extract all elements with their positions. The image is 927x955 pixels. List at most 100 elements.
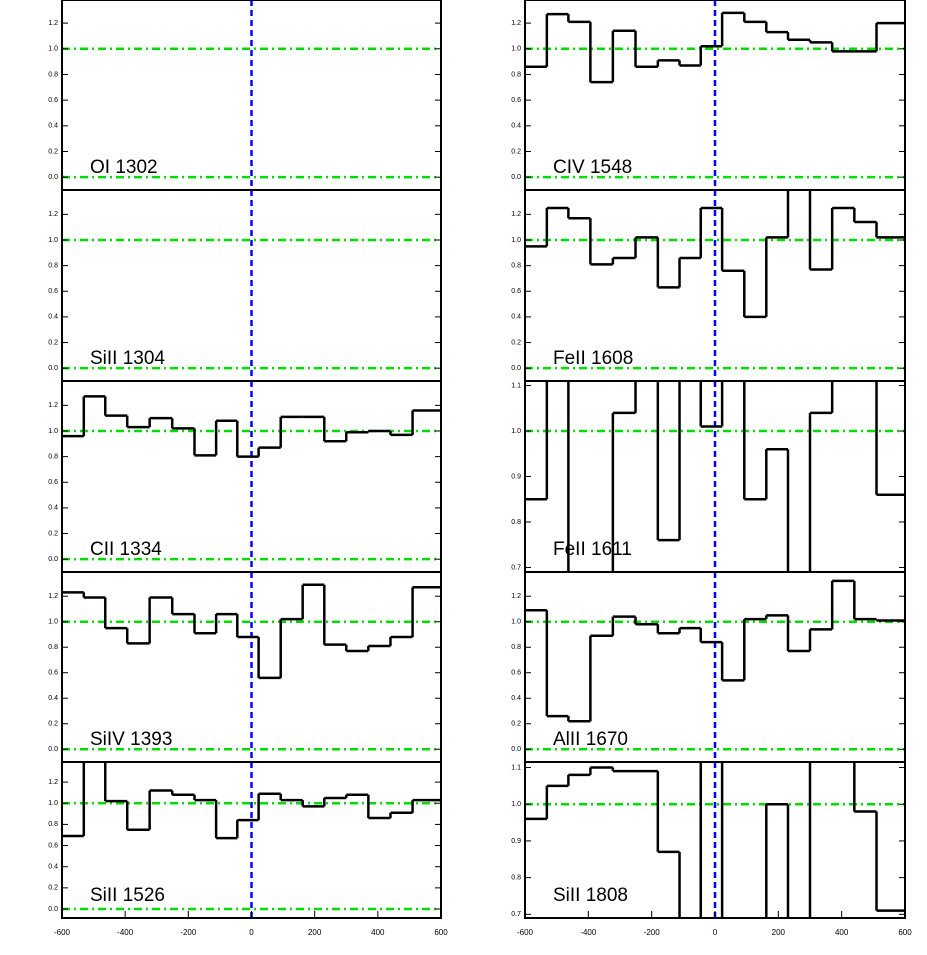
y-tick-label: 1.2 <box>48 211 58 218</box>
y-tick-label: 1.2 <box>511 211 521 218</box>
y-tick-label: 0.2 <box>511 339 521 346</box>
y-tick-label: 0.0 <box>48 556 58 563</box>
y-tick-label: 0.6 <box>511 97 521 104</box>
y-tick-label: 0.6 <box>48 97 58 104</box>
y-tick-label: 0.8 <box>48 644 58 651</box>
y-tick-label: 1.0 <box>48 46 58 53</box>
x-tick-label: 200 <box>308 928 322 937</box>
panel-label: SiII 1304 <box>90 348 165 369</box>
panel-label: FeII 1611 <box>553 539 632 560</box>
y-tick-label: 1.0 <box>48 428 58 435</box>
y-tick-label: 0.9 <box>511 473 521 480</box>
y-tick-label: 1.0 <box>48 619 58 626</box>
x-tick-label: 400 <box>835 928 849 937</box>
y-tick-label: 1.0 <box>511 237 521 244</box>
y-tick-label: 0.7 <box>511 564 521 571</box>
y-tick-label: 0.0 <box>511 365 521 372</box>
x-tick-label: -400 <box>117 928 134 937</box>
y-tick-label: 1.0 <box>48 800 58 807</box>
panel-label: SiII 1526 <box>90 885 165 906</box>
y-tick-label: 1.0 <box>511 428 521 435</box>
y-tick-label: 0.6 <box>511 670 521 677</box>
y-tick-label: 0.2 <box>48 339 58 346</box>
y-tick-label: 0.2 <box>48 148 58 155</box>
y-tick-label: 1.2 <box>48 593 58 600</box>
y-tick-label: 0.7 <box>511 911 521 918</box>
x-tick-label: -400 <box>580 928 597 937</box>
y-tick-label: 0.4 <box>511 314 521 321</box>
y-tick-label: 0.6 <box>48 842 58 849</box>
y-tick-label: 0.8 <box>48 262 58 269</box>
y-tick-label: 0.4 <box>48 695 58 702</box>
y-tick-label: 0.8 <box>511 71 521 78</box>
panel <box>525 190 905 381</box>
panel-label: SiIV 1393 <box>90 729 172 750</box>
y-tick-label: 1.2 <box>48 402 58 409</box>
y-tick-label: 0.8 <box>511 644 521 651</box>
panel-label: AlII 1670 <box>553 729 628 750</box>
panel-label: SiII 1808 <box>553 885 628 906</box>
y-tick-label: 1.2 <box>511 20 521 27</box>
y-tick-label: 0.2 <box>511 721 521 728</box>
x-tick-label: 200 <box>772 928 786 937</box>
panel <box>525 762 905 918</box>
y-tick-label: 0.2 <box>511 148 521 155</box>
x-tick-label: 600 <box>898 928 912 937</box>
x-tick-label: -200 <box>644 928 661 937</box>
y-tick-label: 1.0 <box>511 801 521 808</box>
y-tick-label: 1.1 <box>511 764 521 771</box>
y-tick-label: 0.2 <box>48 885 58 892</box>
y-tick-label: 0.8 <box>511 262 521 269</box>
y-tick-label: 0.0 <box>511 746 521 753</box>
panel-label: OI 1302 <box>90 157 158 178</box>
panel-label: CIV 1548 <box>553 157 632 178</box>
panel <box>62 762 441 918</box>
x-tick-label: 600 <box>434 928 448 937</box>
y-tick-label: 0.8 <box>48 453 58 460</box>
y-tick-label: 1.2 <box>48 20 58 27</box>
y-tick-label: 1.0 <box>48 237 58 244</box>
panel <box>525 381 905 572</box>
panel <box>525 0 905 190</box>
panel <box>62 0 441 190</box>
x-tick-label: -200 <box>180 928 197 937</box>
y-tick-label: 0.4 <box>48 505 58 512</box>
panel-label: FeII 1608 <box>553 348 633 369</box>
x-tick-label: -600 <box>517 928 534 937</box>
y-tick-label: 0.0 <box>511 174 521 181</box>
y-tick-label: 0.4 <box>48 123 58 130</box>
y-tick-label: 0.4 <box>48 864 58 871</box>
panel <box>62 572 441 762</box>
x-tick-label: 0 <box>249 928 254 937</box>
y-tick-label: 1.0 <box>511 46 521 53</box>
y-tick-label: 0.8 <box>48 821 58 828</box>
y-tick-label: 0.4 <box>511 695 521 702</box>
y-tick-label: 0.8 <box>511 874 521 881</box>
y-tick-label: 0.0 <box>48 906 58 913</box>
x-tick-label: 400 <box>371 928 385 937</box>
y-tick-label: 0.2 <box>48 530 58 537</box>
y-tick-label: 0.6 <box>48 479 58 486</box>
panel <box>62 190 441 381</box>
panel-label: CII 1334 <box>90 539 162 560</box>
y-tick-label: 0.0 <box>48 746 58 753</box>
y-tick-label: 0.0 <box>48 174 58 181</box>
y-tick-label: 1.2 <box>511 593 521 600</box>
y-tick-label: 0.8 <box>511 519 521 526</box>
x-tick-label: -600 <box>54 928 71 937</box>
x-tick-label: 0 <box>713 928 718 937</box>
y-tick-label: 0.4 <box>511 123 521 130</box>
y-tick-label: 0.2 <box>48 721 58 728</box>
panel <box>62 381 441 572</box>
y-tick-label: 0.6 <box>48 670 58 677</box>
y-tick-label: 1.1 <box>511 382 521 389</box>
y-tick-label: 0.9 <box>511 838 521 845</box>
y-tick-label: 0.0 <box>48 365 58 372</box>
y-tick-label: 0.4 <box>48 314 58 321</box>
y-tick-label: 1.2 <box>48 779 58 786</box>
y-tick-label: 0.8 <box>48 71 58 78</box>
y-tick-label: 0.6 <box>48 288 58 295</box>
y-tick-label: 0.6 <box>511 288 521 295</box>
